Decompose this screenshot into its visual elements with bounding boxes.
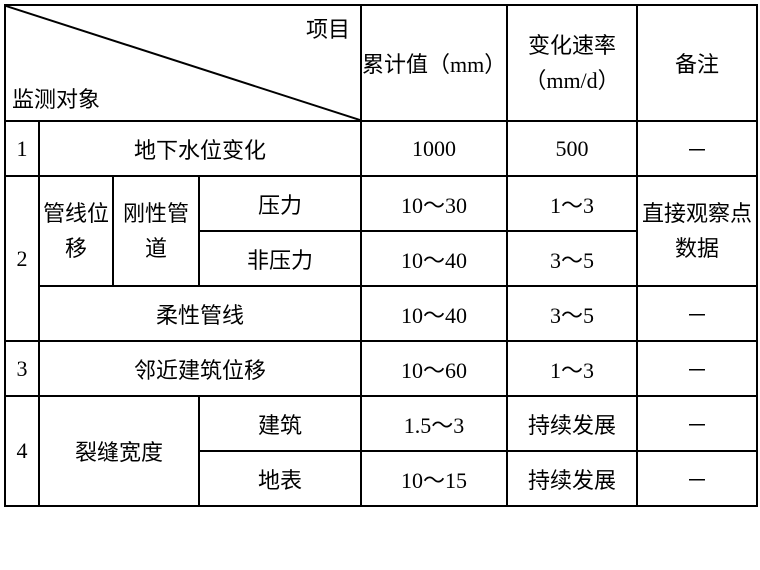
cell-value: 1～3	[507, 341, 637, 396]
cell-value: 持续发展	[507, 451, 637, 506]
row-name: 柔性管线	[39, 286, 361, 341]
cell-value: 10～40	[361, 231, 507, 286]
cell-value: 持续发展	[507, 396, 637, 451]
row-name: 地表	[199, 451, 361, 506]
table-row: 1 地下水位变化 1000 500 －	[5, 121, 757, 176]
group-pipeline: 管线位 移	[39, 176, 113, 286]
cell-value: 10～15	[361, 451, 507, 506]
group-rigid: 刚性管 道	[113, 176, 199, 286]
row-index: 3	[5, 341, 39, 396]
monitoring-table: 项目 监测对象 累计值（mm） 变化速率 （mm/d） 备注 1 地下水位变化 …	[4, 4, 758, 507]
text: 直接观察点	[642, 201, 752, 226]
header-row: 项目 监测对象 累计值（mm） 变化速率 （mm/d） 备注	[5, 5, 757, 121]
table-row: 柔性管线 10～40 3～5 －	[5, 286, 757, 341]
row-index: 1	[5, 121, 39, 176]
cell-value: －	[637, 121, 757, 176]
col-remark: 备注	[637, 5, 757, 121]
text: 道	[145, 236, 167, 261]
cell-value: 500	[507, 121, 637, 176]
cell-value: －	[637, 286, 757, 341]
cell-remark: 直接观察点 数据	[637, 176, 757, 286]
col-rate: 变化速率 （mm/d）	[507, 5, 637, 121]
cell-value: 10～60	[361, 341, 507, 396]
cell-value: 10～40	[361, 286, 507, 341]
text: 管线位	[43, 201, 109, 226]
cell-value: 1.5～3	[361, 396, 507, 451]
header-top-label: 项目	[306, 12, 350, 44]
cell-value: －	[637, 451, 757, 506]
table-row: 4 裂缝宽度 建筑 1.5～3 持续发展 －	[5, 396, 757, 451]
table-row: 3 邻近建筑位移 10～60 1～3 －	[5, 341, 757, 396]
cell-value: －	[637, 396, 757, 451]
table-row: 2 管线位 移 刚性管 道 压力 10～30 1～3 直接观察点 数据	[5, 176, 757, 231]
cell-value: 1～3	[507, 176, 637, 231]
row-name: 地下水位变化	[39, 121, 361, 176]
group-crack: 裂缝宽度	[39, 396, 199, 506]
cell-value: －	[637, 341, 757, 396]
col-cumulative: 累计值（mm）	[361, 5, 507, 121]
row-name: 压力	[199, 176, 361, 231]
text: 数据	[675, 236, 719, 261]
text: 刚性管	[123, 201, 189, 226]
cell-value: 3～5	[507, 231, 637, 286]
col-rate-l1: 变化速率	[528, 33, 616, 58]
row-name: 建筑	[199, 396, 361, 451]
cell-value: 10～30	[361, 176, 507, 231]
row-name: 邻近建筑位移	[39, 341, 361, 396]
row-name: 非压力	[199, 231, 361, 286]
cell-value: 3～5	[507, 286, 637, 341]
cell-value: 1000	[361, 121, 507, 176]
row-index: 4	[5, 396, 39, 506]
header-diagonal-cell: 项目 监测对象	[5, 5, 361, 121]
col-rate-l2: （mm/d）	[524, 68, 619, 93]
row-index: 2	[5, 176, 39, 341]
header-bottom-label: 监测对象	[12, 82, 100, 114]
text: 移	[65, 236, 87, 261]
